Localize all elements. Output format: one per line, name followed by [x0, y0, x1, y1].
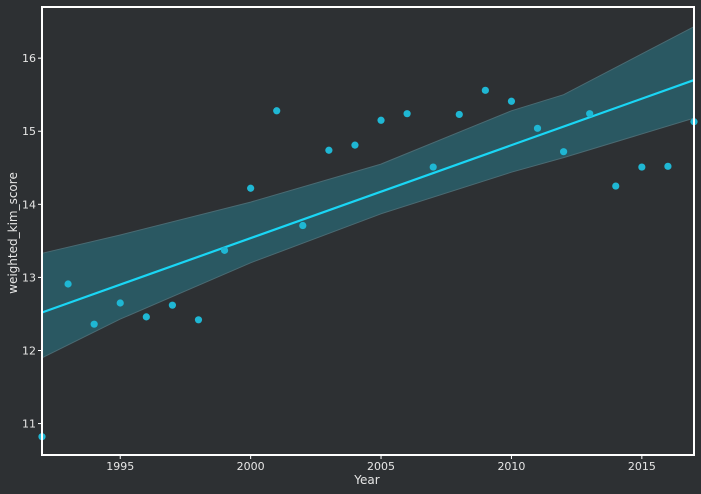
y-tick-label: 13 — [22, 271, 36, 284]
x-tick-label: 2015 — [628, 460, 656, 473]
y-tick-label: 11 — [22, 418, 36, 431]
data-point — [247, 184, 255, 192]
data-point — [299, 221, 307, 230]
y-axis-label: weighted_kim_score — [6, 172, 20, 294]
x-axis-ticks: 1995 2000 2005 2010 2015 — [106, 455, 656, 473]
confidence-band — [41, 25, 695, 359]
data-point — [325, 146, 333, 154]
data-point — [351, 141, 359, 149]
y-tick-label: 14 — [22, 198, 36, 211]
confidence-band-layer — [41, 25, 695, 359]
data-point — [533, 124, 542, 132]
data-point — [403, 110, 411, 118]
data-point — [560, 148, 568, 156]
data-point — [273, 107, 281, 115]
data-point — [168, 301, 176, 309]
y-axis-ticks: 11 12 13 14 15 16 — [22, 52, 42, 431]
x-tick-label: 2000 — [237, 460, 265, 473]
data-point — [142, 313, 150, 321]
regression-line — [41, 79, 695, 314]
data-points-layer — [38, 86, 698, 441]
data-point — [455, 110, 463, 119]
data-point — [664, 162, 672, 170]
plot-frame — [41, 6, 695, 456]
data-point — [64, 280, 72, 288]
y-tick-label: 15 — [22, 125, 36, 138]
data-point — [586, 110, 594, 118]
data-point — [481, 86, 489, 94]
data-point — [90, 320, 98, 328]
data-point — [116, 299, 124, 307]
x-axis-label: Year — [353, 473, 379, 487]
data-point — [638, 163, 646, 171]
x-tick-label: 2005 — [367, 460, 395, 473]
x-tick-label: 2010 — [497, 460, 525, 473]
data-point — [194, 316, 203, 324]
y-tick-label: 16 — [22, 52, 36, 65]
data-point — [220, 246, 229, 254]
x-tick-label: 1995 — [106, 460, 134, 473]
data-point — [507, 97, 516, 105]
regression-line-layer — [41, 79, 695, 314]
data-point — [429, 163, 437, 171]
data-point — [377, 116, 385, 124]
data-point — [612, 182, 620, 190]
y-tick-label: 12 — [22, 344, 36, 357]
